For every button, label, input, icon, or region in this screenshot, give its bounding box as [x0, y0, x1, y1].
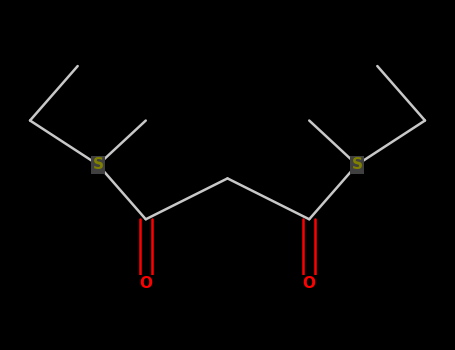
- Text: S: S: [93, 157, 104, 172]
- Text: O: O: [303, 276, 316, 292]
- Text: S: S: [351, 157, 362, 172]
- Text: O: O: [139, 276, 152, 292]
